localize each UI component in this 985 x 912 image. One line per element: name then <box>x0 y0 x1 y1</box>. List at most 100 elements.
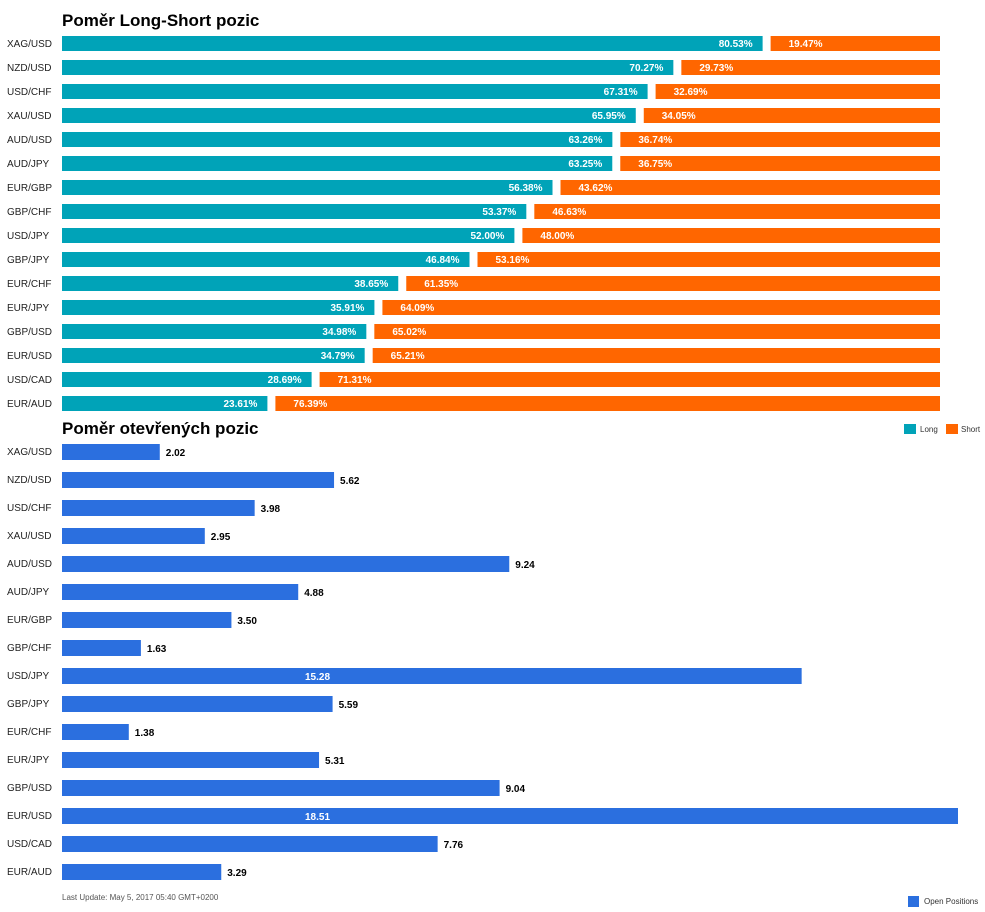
long-value-label: 70.27% <box>629 63 663 74</box>
category-label: XAG/USD <box>7 39 52 50</box>
open-positions-legend: Open Positions <box>908 896 978 907</box>
category-label: USD/JPY <box>7 671 50 682</box>
short-value-label: 43.62% <box>579 183 613 194</box>
long-bar <box>62 252 470 267</box>
category-label: XAG/USD <box>7 447 52 458</box>
long-value-label: 67.31% <box>604 87 638 98</box>
category-label: XAU/USD <box>7 531 51 542</box>
long-bar <box>62 36 763 51</box>
long-bar <box>62 396 268 411</box>
short-bar <box>319 372 940 387</box>
short-bar <box>275 396 941 411</box>
open-positions-bar <box>62 500 255 516</box>
short-value-label: 64.09% <box>400 303 434 314</box>
category-label: NZD/USD <box>7 475 51 486</box>
long-bar <box>62 348 365 363</box>
open-positions-bar <box>62 612 232 628</box>
short-bar <box>560 180 940 195</box>
long-bar <box>62 180 553 195</box>
open-positions-value-label: 3.98 <box>261 504 281 515</box>
open-positions-value-label: 1.38 <box>135 728 155 739</box>
open-positions-bar <box>62 836 438 852</box>
long-value-label: 63.26% <box>568 135 602 146</box>
legend-short-label: Short <box>961 425 981 434</box>
open-positions-value-label: 9.04 <box>506 784 526 795</box>
open-positions-value-label: 9.24 <box>515 560 535 571</box>
long-value-label: 53.37% <box>482 207 516 218</box>
open-positions-value-label: 15.28 <box>305 672 330 683</box>
last-update-text: Last Update: May 5, 2017 05:40 GMT+0200 <box>62 893 219 902</box>
short-bar <box>522 228 940 243</box>
short-bar <box>620 132 940 147</box>
short-bar <box>770 36 940 51</box>
open-positions-value-label: 3.50 <box>237 616 257 627</box>
category-label: EUR/JPY <box>7 755 50 766</box>
category-label: GBP/JPY <box>7 255 50 266</box>
long-value-label: 28.69% <box>268 375 302 386</box>
chart-title-open-positions: Poměr otevřených pozic <box>62 419 259 438</box>
open-positions-bar <box>62 584 299 600</box>
open-positions-bar <box>62 724 129 740</box>
open-positions-bar <box>62 696 333 712</box>
long-bar <box>62 300 375 315</box>
short-value-label: 65.21% <box>391 351 425 362</box>
open-positions-value-label: 5.31 <box>325 756 345 767</box>
long-value-label: 46.84% <box>426 255 460 266</box>
long-value-label: 80.53% <box>719 39 753 50</box>
short-bar <box>643 108 940 123</box>
long-value-label: 65.95% <box>592 111 626 122</box>
category-label: NZD/USD <box>7 63 51 74</box>
category-label: EUR/GBP <box>7 183 52 194</box>
category-label: GBP/USD <box>7 783 52 794</box>
long-short-category-labels: XAG/USD NZD/USD USD/CHF XAU/USD AUD/USD AUD/J… <box>7 39 52 410</box>
open-positions-value-label: 4.88 <box>304 588 324 599</box>
category-label: USD/CAD <box>7 375 52 386</box>
short-bar <box>534 204 940 219</box>
short-value-label: 48.00% <box>540 231 574 242</box>
long-bar <box>62 276 399 291</box>
category-label: EUR/GBP <box>7 615 52 626</box>
category-label: EUR/AUD <box>7 867 52 878</box>
short-bar <box>655 84 940 99</box>
long-bar <box>62 324 367 339</box>
open-positions-bars <box>62 444 958 880</box>
short-value-label: 61.35% <box>424 279 458 290</box>
open-positions-bar <box>62 472 335 488</box>
open-positions-value-label: 5.62 <box>340 476 360 487</box>
long-short-legend: Long Short <box>904 424 981 434</box>
category-label: EUR/CHF <box>7 279 51 290</box>
open-positions-bar <box>62 808 958 824</box>
short-bar <box>620 156 940 171</box>
category-label: AUD/USD <box>7 135 52 146</box>
short-value-label: 65.02% <box>392 327 426 338</box>
legend-open-positions-label: Open Positions <box>924 897 978 906</box>
category-label: USD/CHF <box>7 503 51 514</box>
short-value-label: 32.69% <box>674 87 708 98</box>
long-value-label: 63.25% <box>568 159 602 170</box>
short-bar <box>372 348 941 363</box>
short-bar <box>406 276 940 291</box>
open-positions-value-labels: 2.02 5.62 3.98 2.95 9.24 4.88 3.50 1.63 15.28 5.5… <box>135 448 535 879</box>
long-bar <box>62 204 527 219</box>
open-positions-bar <box>62 780 500 796</box>
long-bar <box>62 60 674 75</box>
short-bar <box>681 60 940 75</box>
open-positions-bar <box>62 864 222 880</box>
long-value-label: 38.65% <box>354 279 388 290</box>
category-label: GBP/JPY <box>7 699 50 710</box>
long-bar <box>62 108 636 123</box>
long-value-label: 56.38% <box>509 183 543 194</box>
open-positions-value-label: 3.29 <box>227 868 247 879</box>
short-bar <box>382 300 940 315</box>
open-positions-category-labels: XAG/USD NZD/USD USD/CHF XAU/USD AUD/USD AUD/J… <box>7 447 52 878</box>
category-label: EUR/AUD <box>7 399 52 410</box>
category-label: USD/CHF <box>7 87 51 98</box>
open-positions-bar <box>62 556 510 572</box>
long-bar <box>62 84 648 99</box>
category-label: USD/CAD <box>7 839 52 850</box>
category-label: XAU/USD <box>7 111 51 122</box>
long-value-label: 34.98% <box>322 327 356 338</box>
short-value-label: 71.31% <box>338 375 372 386</box>
open-positions-bar <box>62 752 320 768</box>
